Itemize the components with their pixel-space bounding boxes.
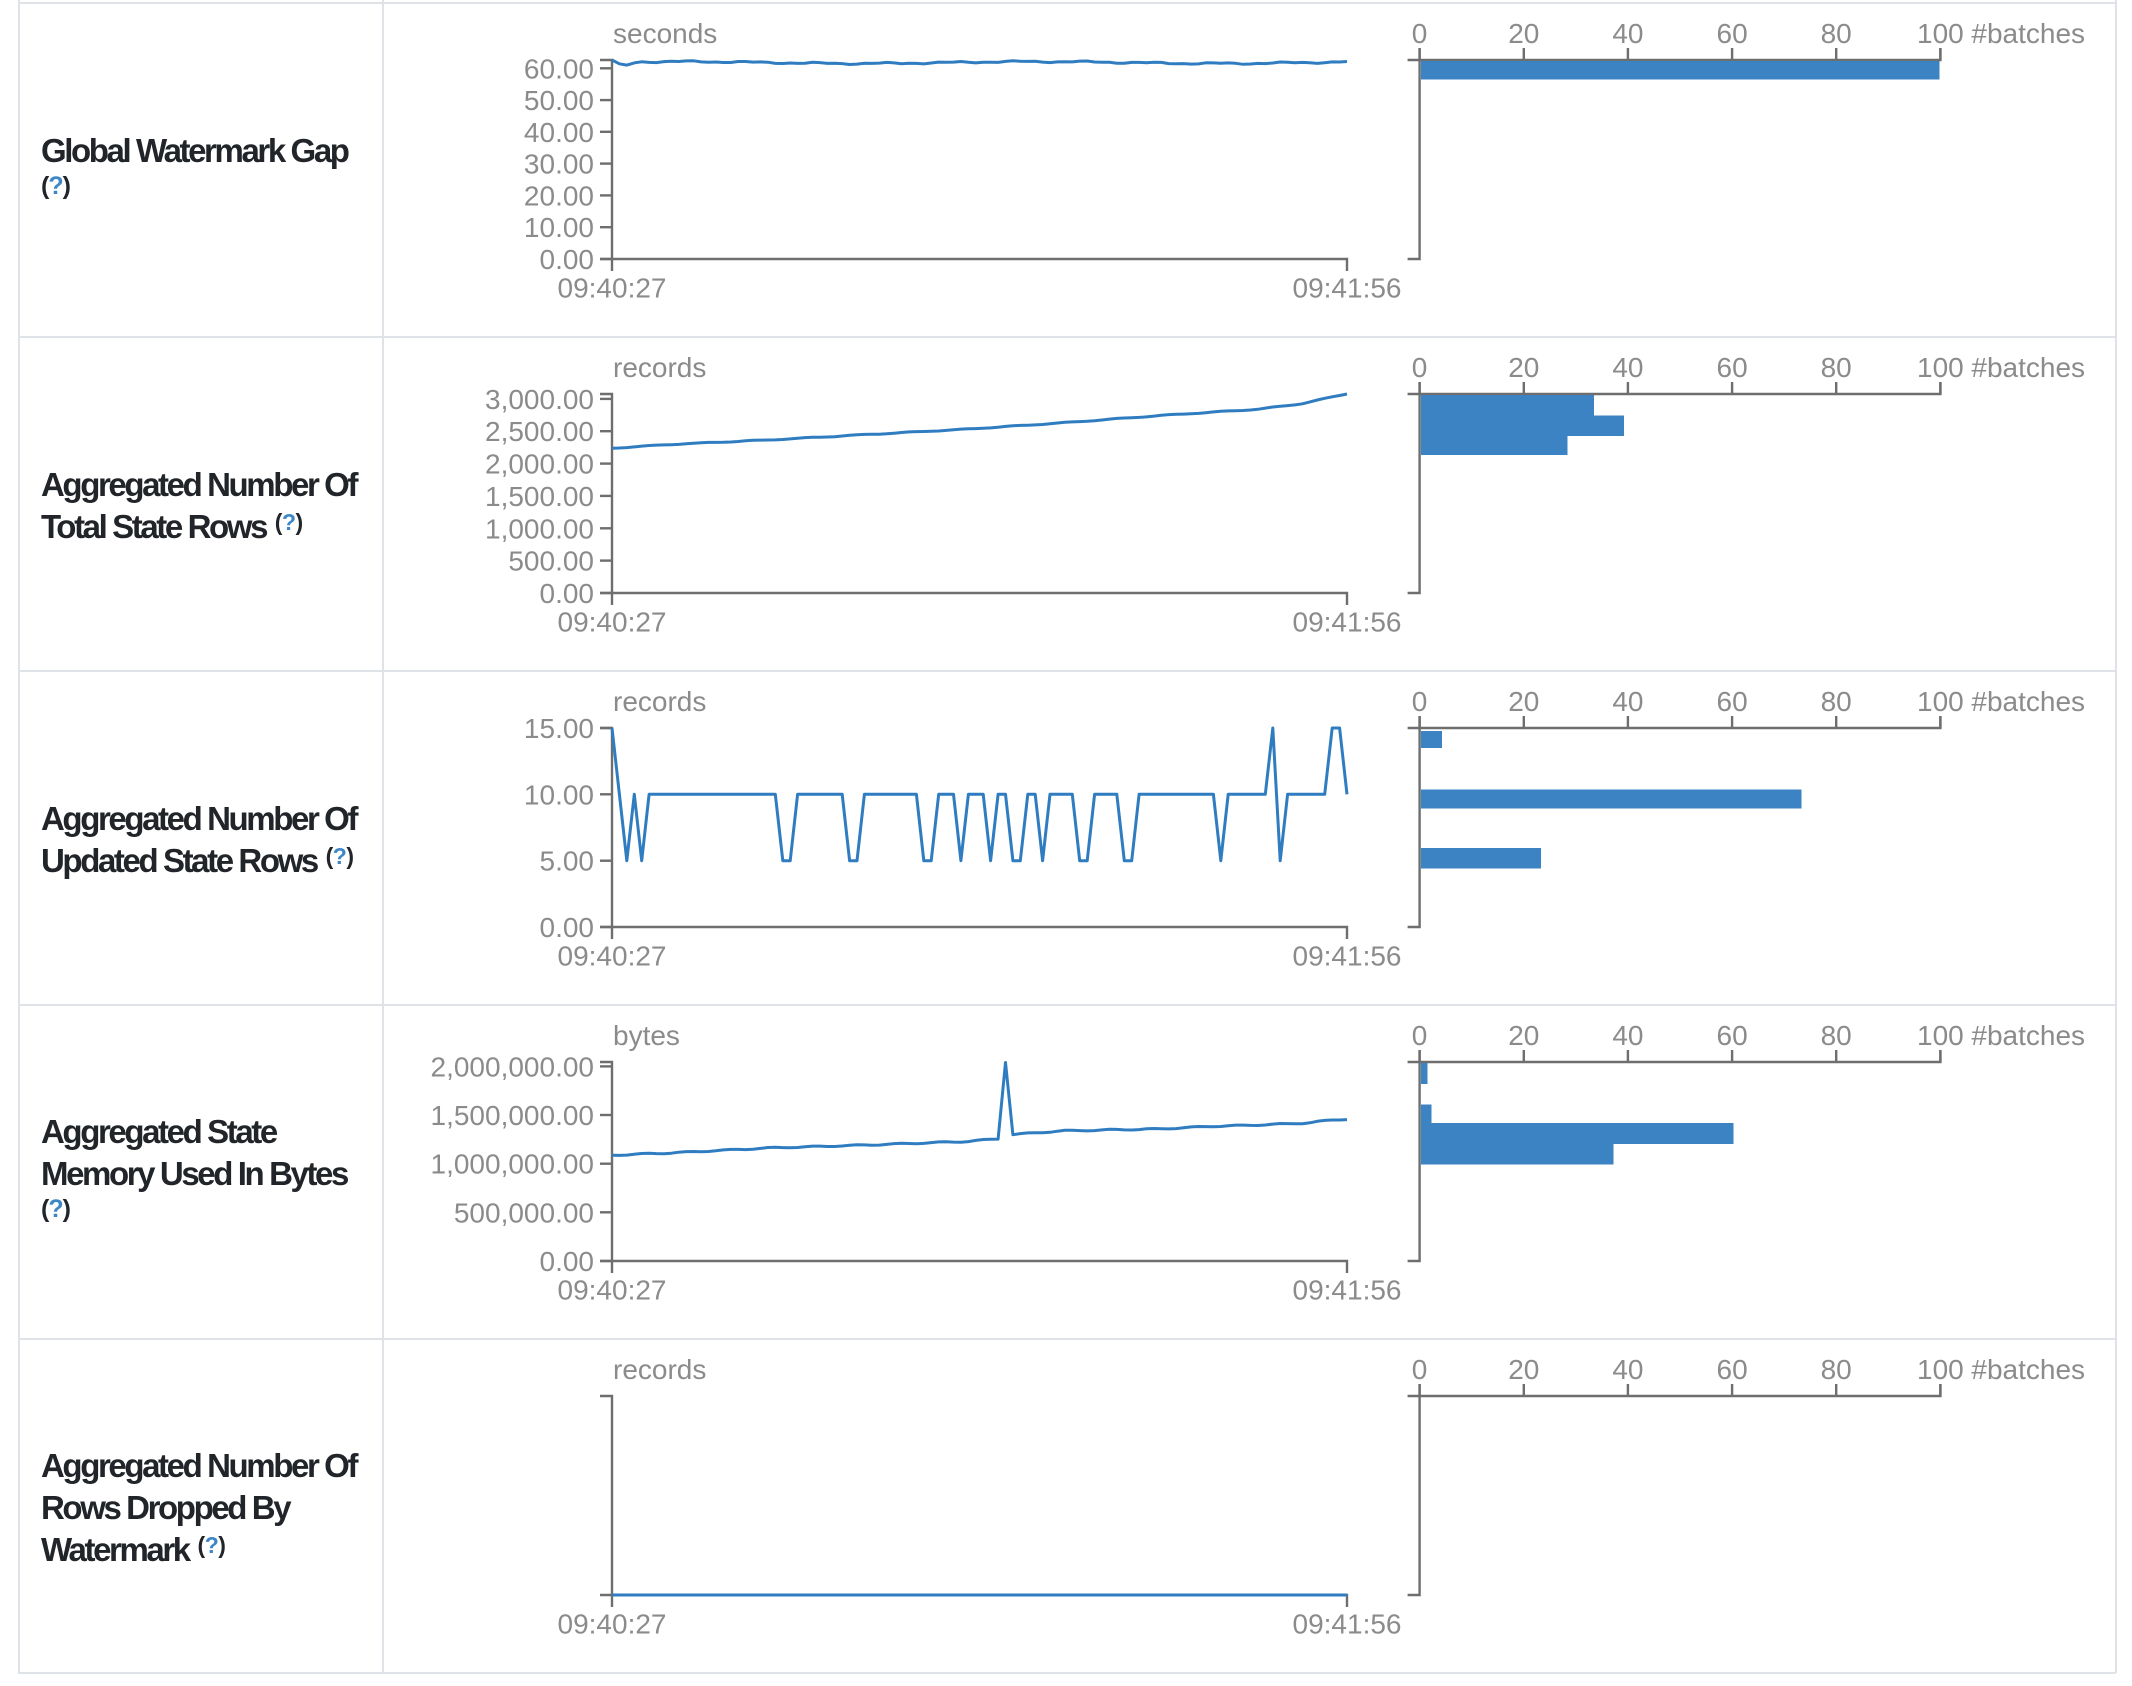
svg-text:1,000,000.00: 1,000,000.00 xyxy=(431,1149,595,1180)
svg-text:3,000.00: 3,000.00 xyxy=(485,384,594,415)
svg-text:1,500,000.00: 1,500,000.00 xyxy=(431,1100,595,1131)
svg-text:15.00: 15.00 xyxy=(524,713,594,744)
svg-text:40: 40 xyxy=(1612,1354,1643,1385)
svg-text:09:41:56: 09:41:56 xyxy=(1293,941,1402,972)
svg-text:0: 0 xyxy=(1412,1354,1428,1385)
svg-text:50.00: 50.00 xyxy=(524,85,594,116)
svg-text:40.00: 40.00 xyxy=(524,117,594,148)
svg-text:20: 20 xyxy=(1508,1354,1539,1385)
svg-text:60: 60 xyxy=(1717,18,1748,49)
svg-text:20: 20 xyxy=(1508,18,1539,49)
svg-text:500,000.00: 500,000.00 xyxy=(454,1197,594,1228)
svg-text:20: 20 xyxy=(1508,1020,1539,1051)
svg-text:60: 60 xyxy=(1717,1020,1748,1051)
svg-text:0.00: 0.00 xyxy=(540,578,595,609)
svg-text:09:41:56: 09:41:56 xyxy=(1293,607,1402,638)
svg-text:80: 80 xyxy=(1821,1020,1852,1051)
svg-text:10.00: 10.00 xyxy=(524,779,594,810)
svg-text:1,500.00: 1,500.00 xyxy=(485,481,594,512)
svg-text:100: 100 xyxy=(1917,686,1964,717)
svg-text:seconds: seconds xyxy=(613,18,717,49)
svg-text:09:41:56: 09:41:56 xyxy=(1293,1609,1402,1640)
svg-text:5.00: 5.00 xyxy=(540,846,595,877)
svg-text:records: records xyxy=(613,352,706,383)
svg-text:09:41:56: 09:41:56 xyxy=(1293,273,1402,304)
svg-text:bytes: bytes xyxy=(613,1020,680,1051)
svg-text:40: 40 xyxy=(1612,352,1643,383)
svg-text:60: 60 xyxy=(1717,686,1748,717)
svg-text:80: 80 xyxy=(1821,1354,1852,1385)
svg-text:0.00: 0.00 xyxy=(540,1246,595,1277)
svg-text:09:40:27: 09:40:27 xyxy=(558,1609,667,1640)
svg-text:100: 100 xyxy=(1917,1020,1964,1051)
svg-text:80: 80 xyxy=(1821,352,1852,383)
svg-text:#batches: #batches xyxy=(1971,1354,2085,1385)
svg-text:100: 100 xyxy=(1917,352,1964,383)
svg-text:0: 0 xyxy=(1412,686,1428,717)
svg-text:2,500.00: 2,500.00 xyxy=(485,416,594,447)
svg-text:09:40:27: 09:40:27 xyxy=(558,1275,667,1306)
svg-text:#batches: #batches xyxy=(1971,18,2085,49)
svg-text:0: 0 xyxy=(1412,352,1428,383)
svg-text:1,000.00: 1,000.00 xyxy=(485,513,594,544)
svg-text:20.00: 20.00 xyxy=(524,180,594,211)
svg-text:500.00: 500.00 xyxy=(508,546,594,577)
svg-text:10.00: 10.00 xyxy=(524,212,594,243)
svg-text:records: records xyxy=(613,686,706,717)
svg-text:60.00: 60.00 xyxy=(524,53,594,84)
svg-text:40: 40 xyxy=(1612,1020,1643,1051)
svg-text:20: 20 xyxy=(1508,686,1539,717)
svg-text:09:40:27: 09:40:27 xyxy=(558,273,667,304)
svg-text:2,000.00: 2,000.00 xyxy=(485,449,594,480)
svg-text:100: 100 xyxy=(1917,18,1964,49)
svg-text:60: 60 xyxy=(1717,352,1748,383)
svg-text:#batches: #batches xyxy=(1971,1020,2085,1051)
svg-text:100: 100 xyxy=(1917,1354,1964,1385)
svg-text:09:40:27: 09:40:27 xyxy=(558,607,667,638)
svg-text:40: 40 xyxy=(1612,686,1643,717)
svg-text:0: 0 xyxy=(1412,1020,1428,1051)
svg-text:80: 80 xyxy=(1821,686,1852,717)
svg-text:09:41:56: 09:41:56 xyxy=(1293,1275,1402,1306)
svg-text:0.00: 0.00 xyxy=(540,244,595,275)
svg-text:#batches: #batches xyxy=(1971,352,2085,383)
svg-text:records: records xyxy=(613,1354,706,1385)
svg-text:2,000,000.00: 2,000,000.00 xyxy=(431,1051,595,1082)
svg-text:60: 60 xyxy=(1717,1354,1748,1385)
svg-text:0: 0 xyxy=(1412,18,1428,49)
svg-text:0.00: 0.00 xyxy=(540,912,595,943)
svg-text:20: 20 xyxy=(1508,352,1539,383)
svg-text:40: 40 xyxy=(1612,18,1643,49)
svg-text:30.00: 30.00 xyxy=(524,149,594,180)
svg-text:80: 80 xyxy=(1821,18,1852,49)
svg-text:#batches: #batches xyxy=(1971,686,2085,717)
svg-text:09:40:27: 09:40:27 xyxy=(558,941,667,972)
